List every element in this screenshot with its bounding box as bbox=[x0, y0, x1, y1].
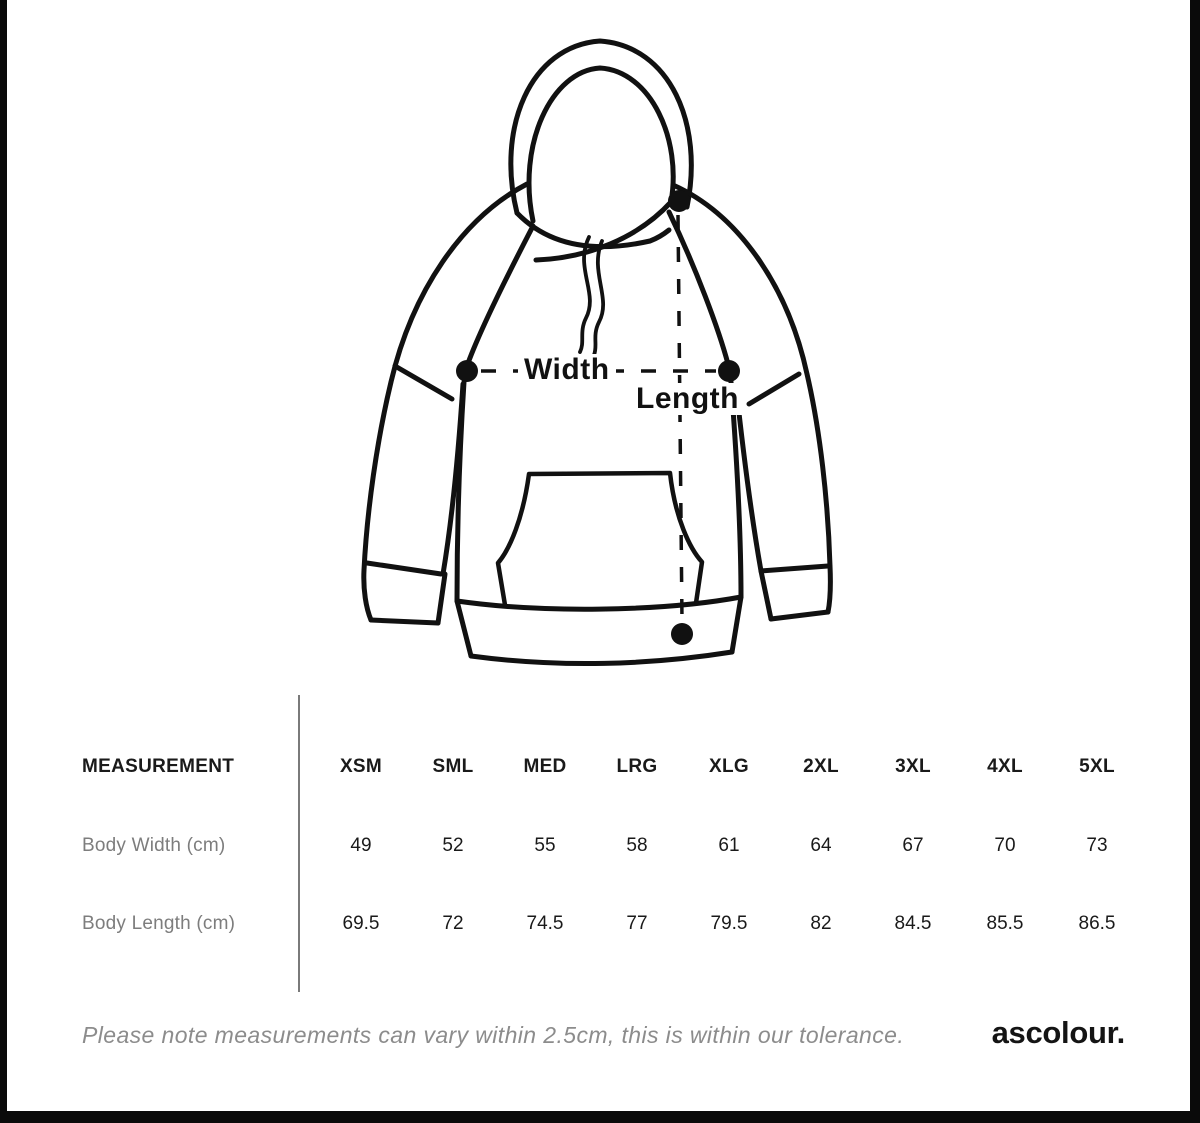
body-length-value-sml: 72 bbox=[442, 913, 464, 934]
size-header-xsm: XSM bbox=[339, 756, 383, 777]
drawstring-right bbox=[592, 239, 605, 357]
right-cuff-inner bbox=[758, 568, 774, 622]
kangaroo-pocket bbox=[495, 470, 705, 608]
size-header-2xl: 2XL bbox=[803, 756, 839, 777]
width-measure-label: Width bbox=[518, 354, 616, 386]
brand-logo: ascolour. bbox=[991, 1015, 1126, 1050]
frame-right-border bbox=[1190, 0, 1200, 1123]
hoodie-diagram: Width Length bbox=[361, 38, 833, 667]
row-label-body-length: Body Length (cm) bbox=[82, 913, 236, 934]
body-width-value-sml: 52 bbox=[442, 835, 464, 856]
table-header-measurement: MEASUREMENT bbox=[82, 756, 235, 777]
length-measure-line bbox=[676, 214, 684, 622]
body-width-value-4xl: 70 bbox=[994, 835, 1016, 856]
hood-inner-outline bbox=[526, 65, 676, 224]
width-right-dot bbox=[718, 360, 740, 382]
collar-left-edge bbox=[514, 210, 672, 250]
right-sleeve-outer bbox=[670, 182, 833, 615]
body-width-value-xsm: 49 bbox=[350, 835, 372, 856]
body-left-seam bbox=[454, 379, 467, 604]
row-label-body-width: Body Width (cm) bbox=[82, 835, 226, 856]
right-armpit-crease bbox=[746, 371, 802, 407]
left-sleeve-outer bbox=[361, 181, 530, 623]
left-cuff-inner bbox=[435, 571, 448, 626]
body-length-value-xlg: 79.5 bbox=[710, 913, 748, 934]
body-length-value-lrg: 77 bbox=[626, 913, 648, 934]
size-header-sml: SML bbox=[432, 756, 474, 777]
length-bottom-dot bbox=[671, 623, 693, 645]
right-cuff-bottom bbox=[768, 609, 831, 622]
body-length-value-xsm: 69.5 bbox=[342, 913, 380, 934]
left-raglan-seam bbox=[464, 223, 536, 369]
hoodie-line-art bbox=[361, 38, 833, 667]
size-header-lrg: LRG bbox=[616, 756, 658, 777]
body-width-value-3xl: 67 bbox=[902, 835, 924, 856]
size-header-5xl: 5XL bbox=[1079, 756, 1115, 777]
hem-left bbox=[454, 598, 474, 659]
size-header-med: MED bbox=[523, 756, 567, 777]
table-column-separator bbox=[298, 695, 300, 992]
body-width-value-lrg: 58 bbox=[626, 835, 648, 856]
body-width-value-xlg: 61 bbox=[718, 835, 740, 856]
body-length-value-4xl: 85.5 bbox=[986, 913, 1024, 934]
body-width-value-2xl: 64 bbox=[810, 835, 832, 856]
frame-bottom-border bbox=[0, 1111, 1200, 1123]
hem-right bbox=[729, 594, 744, 655]
collar-right-edge bbox=[533, 199, 674, 263]
tolerance-note: Please note measurements can vary within… bbox=[82, 1022, 905, 1048]
hood-outer-outline bbox=[508, 38, 694, 216]
right-cuff-top bbox=[758, 563, 831, 574]
drawstring-left bbox=[578, 235, 592, 354]
left-cuff-bottom bbox=[368, 617, 441, 626]
body-width-value-med: 55 bbox=[534, 835, 556, 856]
size-header-4xl: 4XL bbox=[987, 756, 1023, 777]
body-length-value-3xl: 84.5 bbox=[894, 913, 932, 934]
hem-top bbox=[454, 594, 744, 612]
size-header-xlg: XLG bbox=[709, 756, 749, 777]
right-raglan-seam bbox=[666, 209, 731, 367]
body-length-value-2xl: 82 bbox=[810, 913, 832, 934]
body-width-value-5xl: 73 bbox=[1086, 835, 1108, 856]
length-measure-label: Length bbox=[630, 383, 745, 415]
size-table: MEASUREMENT XSM SML MED LRG XLG 2XL 3XL … bbox=[0, 717, 1143, 973]
body-length-value-med: 74.5 bbox=[526, 913, 564, 934]
left-armpit-crease bbox=[392, 363, 455, 402]
hem-bottom bbox=[468, 649, 735, 667]
frame-left-border bbox=[0, 0, 7, 1123]
size-header-3xl: 3XL bbox=[895, 756, 931, 777]
body-length-value-5xl: 86.5 bbox=[1078, 913, 1116, 934]
left-cuff-top bbox=[364, 560, 444, 577]
length-top-dot bbox=[668, 190, 690, 212]
width-left-dot bbox=[456, 360, 478, 382]
